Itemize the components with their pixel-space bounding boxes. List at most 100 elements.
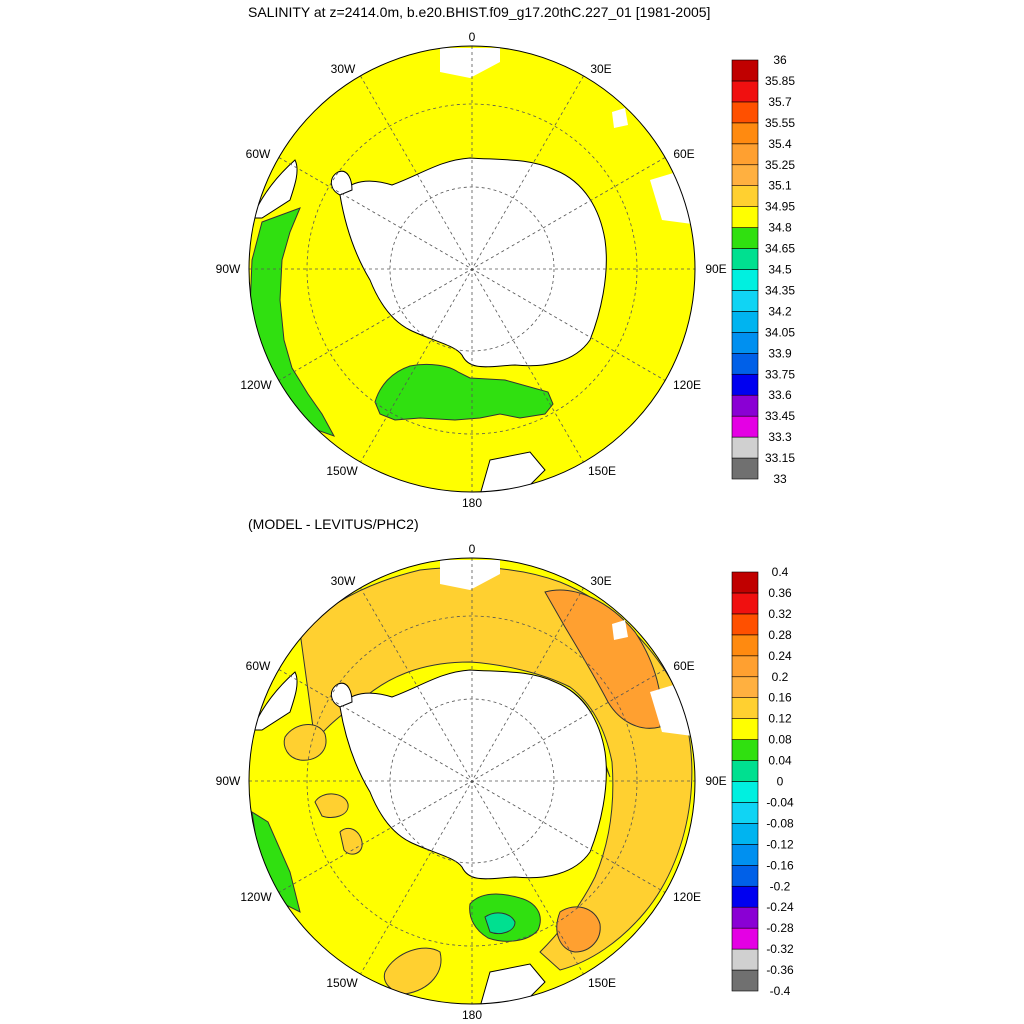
colorbar-label: 0.2: [772, 670, 789, 684]
meridian-label-150w: 150W: [326, 976, 358, 990]
meridian-label-60e: 60E: [673, 147, 694, 161]
field-region-0.2: [544, 589, 662, 729]
colorbar-label: -0.2: [770, 879, 791, 893]
colorbar-swatch: [731, 415, 759, 438]
colorbar-swatch: [731, 352, 759, 375]
colorbar-swatch: [731, 206, 759, 228]
colorbar-swatch: [731, 885, 759, 908]
colorbar-label: 35.55: [765, 116, 795, 130]
colorbar-label: 34.2: [768, 304, 792, 318]
colorbar-label: -0.12: [766, 837, 794, 851]
colorbar-swatch: [731, 290, 759, 312]
colorbar-label: 33.75: [765, 367, 795, 381]
meridian-label-150w: 150W: [326, 464, 358, 478]
meridian-label-60w: 60W: [246, 147, 271, 161]
colorbar-swatch: [731, 844, 759, 866]
colorbar-label: -0.16: [766, 858, 794, 872]
colorbar-label: -0.32: [766, 942, 794, 956]
colorbar-swatch: [731, 185, 759, 207]
colorbar-swatch: [731, 436, 759, 459]
colorbar-label: 33.9: [768, 346, 792, 360]
meridian-label-60w: 60W: [246, 659, 271, 673]
colorbar-label: -0.36: [766, 963, 794, 977]
colorbar-label: 34.8: [768, 221, 792, 235]
colorbar-swatch: [731, 634, 759, 657]
colorbar-label: 34.95: [765, 200, 795, 214]
meridian-label-120w: 120W: [240, 890, 272, 904]
colorbar-salinity: 33 33.15 33.3 33.45 33.6 33.75 33.9 34.05 34.2 34…: [731, 53, 795, 486]
colorbar-swatch: [731, 122, 759, 145]
colorbar-label: 0.32: [768, 607, 792, 621]
colorbar-swatch: [731, 248, 759, 270]
colorbar-swatch: [731, 802, 759, 824]
field-region-0.12-w: [283, 724, 327, 761]
colorbar-label: 34.35: [765, 283, 795, 297]
colorbar-swatch: [731, 697, 759, 719]
meridian-label-0: 0: [469, 542, 476, 556]
colorbar-label: -0.4: [770, 984, 791, 998]
map-field: [249, 46, 695, 492]
colorbar-label: 35.1: [768, 179, 792, 193]
land-gap-north: [440, 560, 500, 590]
colorbar-swatch: [731, 143, 759, 166]
colorbar-label: -0.04: [766, 795, 794, 809]
meridian-label-30e: 30E: [590, 62, 611, 76]
colorbar-swatch: [731, 718, 759, 740]
field-region-0.12-w2: [314, 793, 349, 818]
salinity-map: 0 30E 60E 90E 120E 150E 180 150W 120W 90…: [216, 30, 796, 510]
map-title: SALINITY at z=2414.0m, b.e20.BHIST.f09_g…: [248, 4, 711, 20]
colorbar-difference: -0.4 -0.36 -0.32 -0.28 -0.24 -0.2 -0.16 -0.12 -0…: [731, 565, 794, 998]
difference-subtitle: (MODEL - LEVITUS/PHC2): [248, 516, 419, 532]
map-field: [249, 558, 695, 1004]
map-boundary: [248, 45, 696, 493]
colorbar-swatch: [731, 739, 759, 761]
land-gap-north: [440, 48, 500, 78]
meridian-label-150e: 150E: [588, 464, 616, 478]
land-gap-ne: [612, 108, 628, 128]
south-america: [251, 159, 298, 219]
field-region-34.65: [374, 363, 554, 421]
colorbar-swatch: [731, 457, 759, 480]
colorbar-label: 35.85: [765, 74, 795, 88]
meridian-label-0: 0: [469, 30, 476, 44]
meridian-label-90w: 90W: [216, 774, 241, 788]
map-boundary: [248, 557, 696, 1005]
colorbar-label: -0.24: [766, 900, 794, 914]
land-gap-ne: [612, 620, 628, 640]
south-america: [251, 671, 298, 731]
colorbar-swatch: [731, 592, 759, 615]
meridian-label-150e: 150E: [588, 976, 616, 990]
colorbar-swatch: [731, 948, 759, 971]
colorbar-swatch: [731, 613, 759, 636]
colorbar-label: 33.15: [765, 451, 795, 465]
meridian-label-90e: 90E: [705, 262, 726, 276]
field-region-0.2-se: [556, 906, 601, 953]
difference-map: 0 30E 60E 90E 120E 150E 180 150W 120W 90…: [216, 542, 794, 1022]
colorbar-label: 34.5: [768, 263, 792, 277]
meridian-label-120w: 120W: [240, 378, 272, 392]
colorbar-label: 0.28: [768, 628, 792, 642]
meridian-label-60e: 60E: [673, 659, 694, 673]
colorbar-swatch: [731, 864, 759, 887]
colorbar-swatch: [731, 906, 759, 929]
colorbar-label: 33.6: [768, 388, 792, 402]
colorbar-swatch: [731, 59, 759, 82]
colorbar-swatch: [731, 760, 759, 782]
colorbar-label: 35.25: [765, 158, 795, 172]
colorbar-label: -0.28: [766, 921, 794, 935]
colorbar-label: 34.05: [765, 325, 795, 339]
colorbar-swatch: [731, 571, 759, 594]
colorbar-swatch: [731, 373, 759, 396]
field-region-0: [484, 912, 516, 935]
colorbar-label: 36: [773, 53, 787, 67]
colorbar-swatch: [731, 394, 759, 417]
meridian-label-120e: 120E: [673, 890, 701, 904]
colorbar-label: 33: [773, 472, 787, 486]
colorbar-label: 34.65: [765, 242, 795, 256]
meridian-label-30w: 30W: [331, 62, 356, 76]
field-region-0.12-s: [383, 947, 442, 995]
colorbar-swatch: [731, 969, 759, 992]
colorbar-swatch: [731, 101, 759, 124]
colorbar-swatch: [731, 927, 759, 950]
colorbar-label: 35.4: [768, 137, 792, 151]
